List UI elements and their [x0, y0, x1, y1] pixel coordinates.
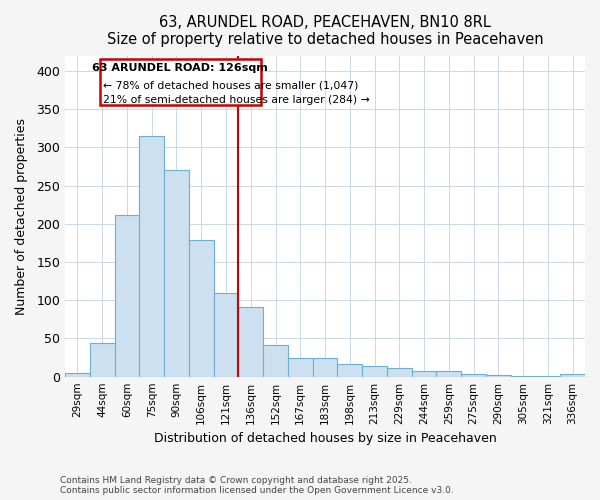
Bar: [387, 368, 412, 376]
Bar: [263, 346, 288, 376]
Bar: [214, 294, 238, 376]
Y-axis label: Number of detached properties: Number of detached properties: [15, 118, 28, 314]
Bar: [560, 374, 585, 376]
Bar: [238, 307, 263, 376]
Text: 63 ARUNDEL ROAD: 126sqm: 63 ARUNDEL ROAD: 126sqm: [92, 63, 268, 73]
Text: ← 78% of detached houses are smaller (1,047): ← 78% of detached houses are smaller (1,…: [103, 80, 358, 90]
Bar: [461, 374, 486, 376]
Bar: [164, 170, 189, 376]
Bar: [189, 240, 214, 376]
FancyBboxPatch shape: [100, 58, 260, 105]
Text: Contains HM Land Registry data © Crown copyright and database right 2025.
Contai: Contains HM Land Registry data © Crown c…: [60, 476, 454, 495]
X-axis label: Distribution of detached houses by size in Peacehaven: Distribution of detached houses by size …: [154, 432, 496, 445]
Bar: [436, 372, 461, 376]
Bar: [313, 358, 337, 376]
Title: 63, ARUNDEL ROAD, PEACEHAVEN, BN10 8RL
Size of property relative to detached hou: 63, ARUNDEL ROAD, PEACEHAVEN, BN10 8RL S…: [107, 15, 544, 48]
Bar: [90, 343, 115, 376]
Bar: [139, 136, 164, 376]
Bar: [115, 214, 139, 376]
Bar: [65, 373, 90, 376]
Bar: [362, 366, 387, 376]
Bar: [412, 372, 436, 376]
Bar: [486, 375, 511, 376]
Bar: [288, 358, 313, 376]
Bar: [337, 364, 362, 376]
Text: 21% of semi-detached houses are larger (284) →: 21% of semi-detached houses are larger (…: [103, 94, 370, 104]
